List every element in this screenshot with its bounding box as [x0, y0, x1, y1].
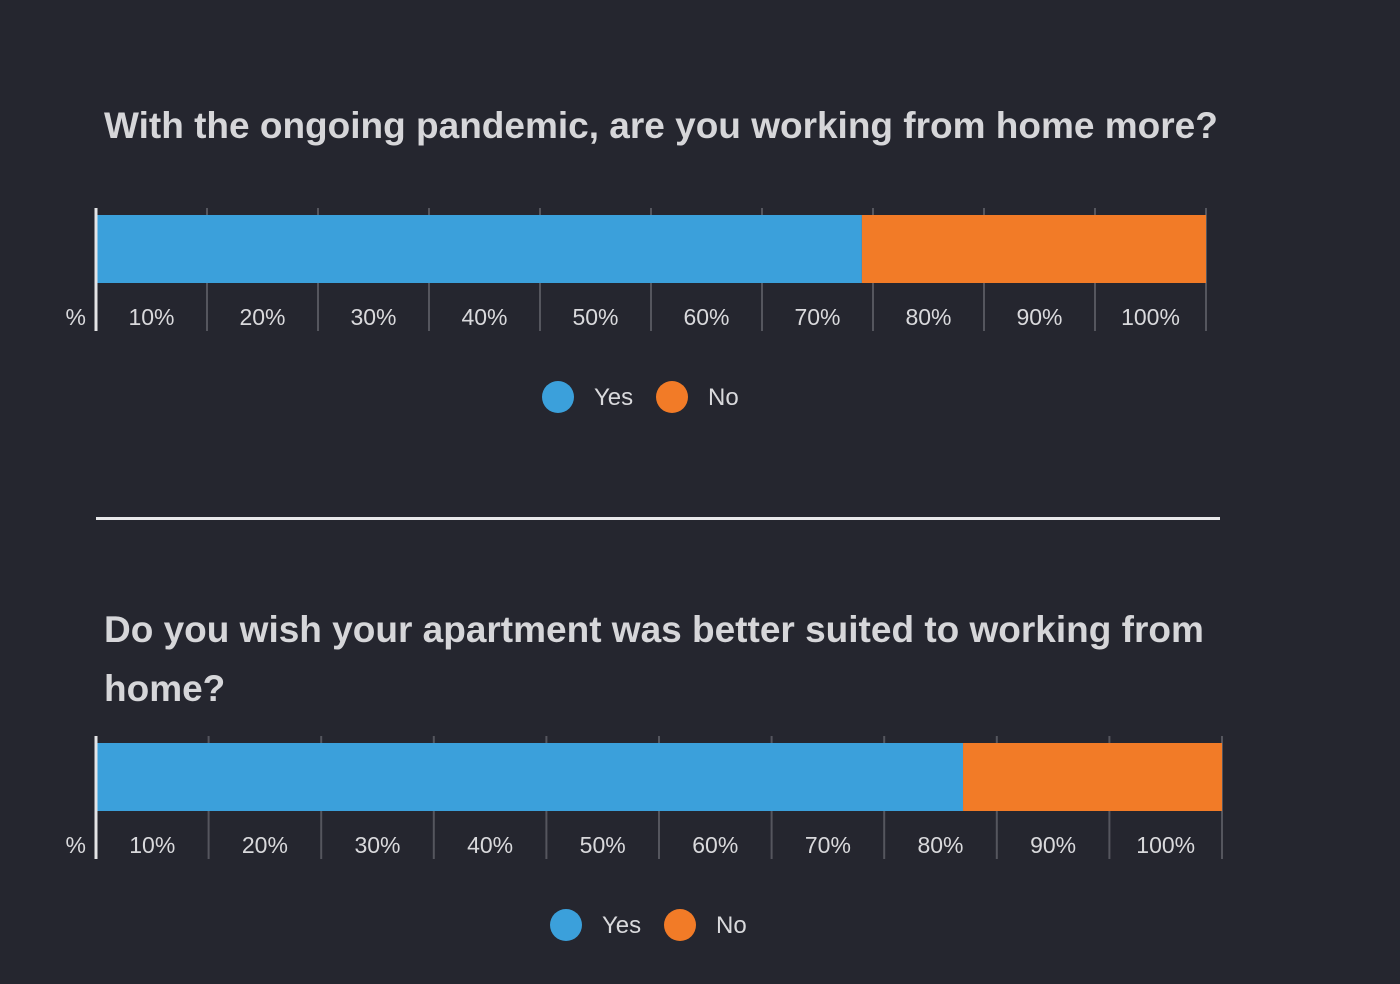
chart-2-tick-label: 40%: [467, 832, 513, 858]
chart-2-tick-label: 60%: [692, 832, 738, 858]
chart-1-legend-label-no[interactable]: No: [708, 384, 739, 411]
chart-2-tick-label: 30%: [354, 832, 400, 858]
chart-2-legend-label-yes[interactable]: Yes: [602, 912, 641, 939]
section-divider: [96, 517, 1220, 520]
chart-2-tick-label: 90%: [1030, 832, 1076, 858]
chart-2-bar-yes[interactable]: [96, 743, 964, 811]
chart-2-tick-label: 70%: [805, 832, 851, 858]
chart-1-tick-label: 100%: [1121, 304, 1180, 330]
chart-1-legend-label-yes[interactable]: Yes: [594, 384, 633, 411]
chart-1-tick-label: 70%: [794, 304, 840, 330]
chart-1-legend-swatch-no[interactable]: [656, 381, 688, 413]
chart-2-tick-label: 100%: [1136, 832, 1195, 858]
chart-1-tick-label: 40%: [461, 304, 507, 330]
chart-2-title: Do you wish your apartment was better su…: [104, 609, 1204, 709]
chart-1-tick-label: 20%: [239, 304, 285, 330]
chart-2-tick-label: 80%: [917, 832, 963, 858]
chart-1-bar-yes[interactable]: [96, 215, 862, 283]
chart-2-legend-swatch-no[interactable]: [664, 909, 696, 941]
chart-1-tick-label: 90%: [1016, 304, 1062, 330]
chart-1-tick-label: 30%: [350, 304, 396, 330]
chart-1-bar-no[interactable]: [861, 215, 1206, 283]
chart-2: % 10% 20% 30% 40% 50% 60% 70% 80% 90% 100% Yes No: [66, 736, 1223, 941]
chart-1-tick-label: 10%: [128, 304, 174, 330]
chart-2-tick-label: 20%: [242, 832, 288, 858]
chart-2-tick-label: %: [66, 832, 86, 858]
chart-2-legend-label-no[interactable]: No: [716, 912, 747, 939]
chart-1-tick-label: 80%: [905, 304, 951, 330]
chart-1-tick-label: 60%: [683, 304, 729, 330]
chart-1-legend-swatch-yes[interactable]: [542, 381, 574, 413]
chart-1-tick-label: 50%: [572, 304, 618, 330]
chart-1: % 10% 20% 30% 40% 50% 60% 70% 80% 90% 100% Yes No: [66, 208, 1207, 413]
chart-1-tick-label: %: [66, 304, 86, 330]
chart-2-bar-no[interactable]: [963, 743, 1222, 811]
chart-2-legend-swatch-yes[interactable]: [550, 909, 582, 941]
chart-2-tick-label: 10%: [129, 832, 175, 858]
chart-2-tick-label: 50%: [580, 832, 626, 858]
chart-1-title: With the ongoing pandemic, are you worki…: [104, 105, 1218, 146]
